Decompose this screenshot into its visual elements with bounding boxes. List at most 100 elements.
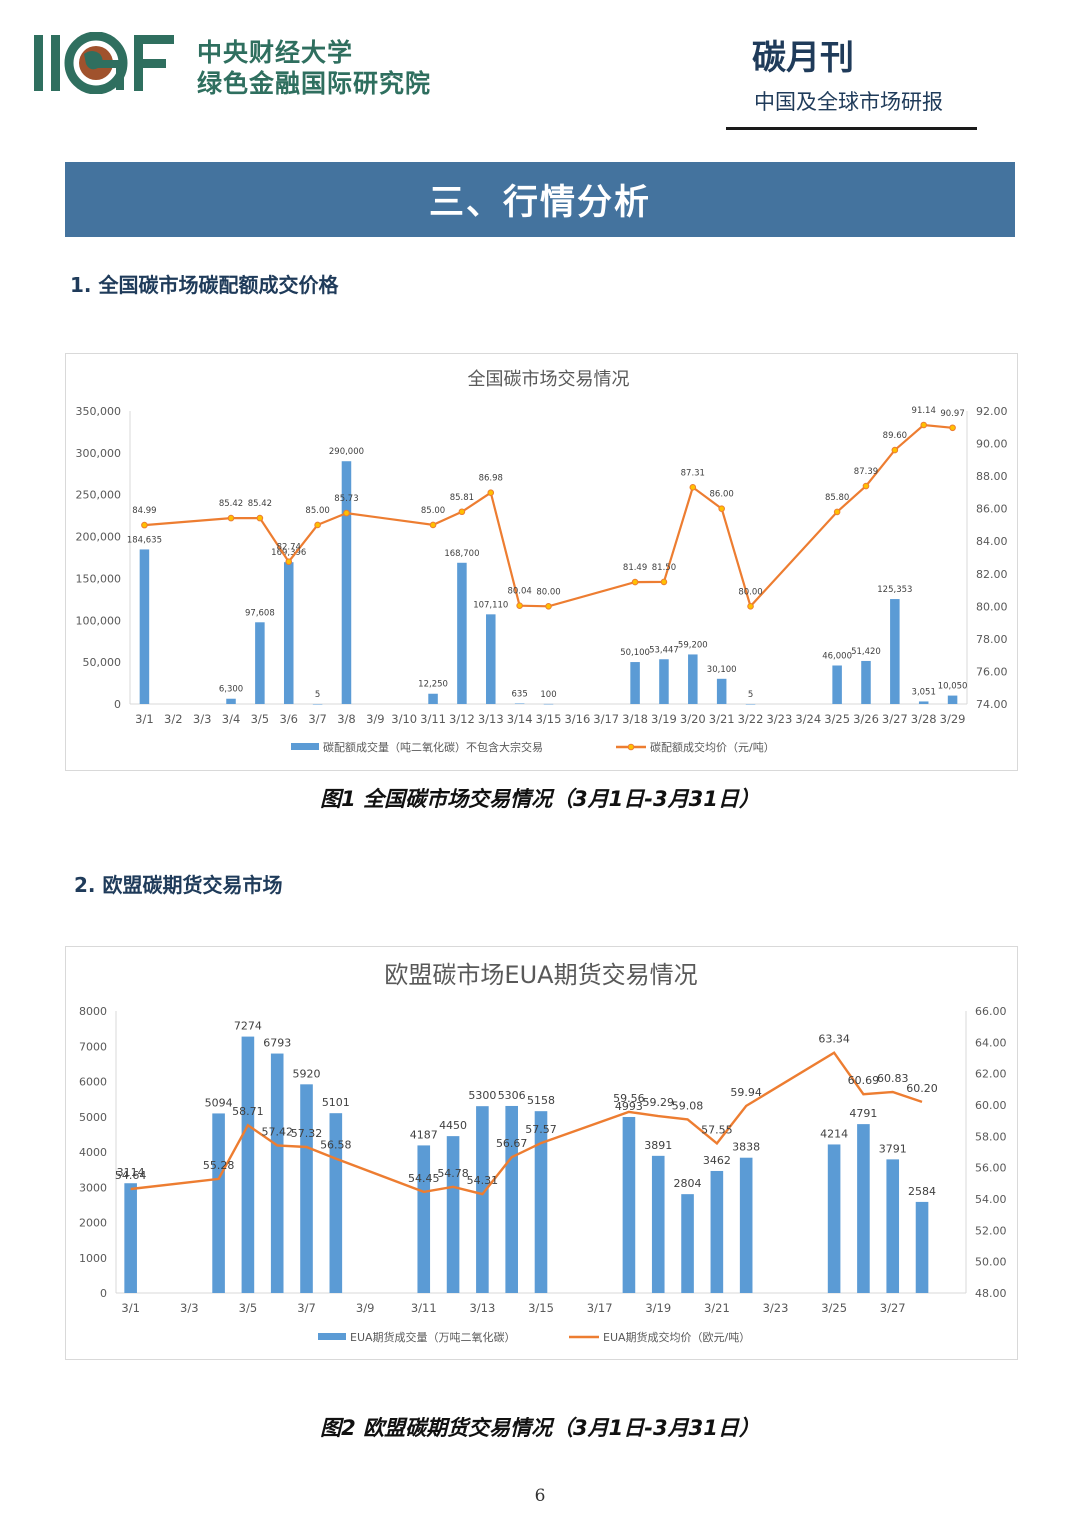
chart1-bar [514, 703, 525, 704]
chart1-price-point [747, 603, 754, 610]
chart1-legend-bar-label: 碳配额成交量（吨二氧化碳）不包含大宗交易 [323, 740, 543, 754]
chart2-x-tick-label: 3/17 [587, 1301, 613, 1315]
chart1-bar-label: 100 [540, 690, 556, 700]
chart2-bar [446, 1136, 460, 1293]
chart1-price-label: 85.42 [248, 499, 272, 509]
chart2-price-label: 54.45 [408, 1172, 440, 1185]
chart1-bar [716, 678, 727, 704]
chart1-bar-label: 169,396 [271, 548, 306, 558]
chart1-left-tick-label: 300,000 [76, 447, 122, 460]
chart2-left-tick-label: 7000 [79, 1040, 107, 1053]
chart1-bar-label: 10,050 [938, 682, 968, 692]
chart1-x-tick-label: 3/26 [853, 712, 879, 726]
chart1-price-point [891, 446, 899, 454]
chart1-price-point [285, 558, 293, 566]
chart2-price-label: 60.20 [906, 1082, 938, 1095]
chart1-bar [745, 703, 756, 705]
chart1-price-label: 85.81 [450, 493, 474, 503]
chart1-price-point [487, 489, 495, 497]
chart1-x-tick-label: 3/25 [824, 712, 850, 726]
chart1-price-point [429, 521, 437, 529]
chart1-price-label: 85.00 [305, 506, 329, 516]
chart2-left-tick-label: 8000 [79, 1005, 107, 1018]
chart2-price-label: 60.83 [877, 1072, 909, 1085]
chart1-bar [457, 562, 467, 704]
chart1-price-point [314, 521, 321, 529]
chart1-price-label: 80.04 [507, 587, 531, 597]
chart2-title: 欧盟碳市场EUA期货交易情况 [384, 961, 697, 989]
chart2-bar-label: 4993 [615, 1100, 643, 1113]
chart1-left-tick-label: 350,000 [76, 405, 122, 418]
chart2-bar-label: 4450 [439, 1119, 467, 1132]
chart2-price-label: 57.32 [291, 1127, 323, 1140]
chart1-bar-label: 6,300 [219, 685, 243, 695]
chart2-svg: 欧盟碳市场EUA期货交易情况 0 1000 2000 3000 4000 5000 6000 7… [79, 961, 1007, 1344]
chart2-right-tick-label: 66.00 [975, 1005, 1007, 1018]
chart1-x-tick-label: 3/21 [709, 712, 735, 726]
chart1-bar [312, 703, 323, 705]
chart1-price-label: 80.00 [738, 587, 762, 597]
chart1-price-label: 82.74 [277, 543, 301, 553]
chart1-left-tick-label: 150,000 [76, 572, 122, 585]
chart2-bar-label: 5158 [527, 1094, 555, 1107]
chart1-price-point [458, 508, 466, 516]
chart2-price-label: 59.29 [642, 1096, 674, 1109]
chart2-bar [300, 1084, 313, 1293]
chart1-right-tick-label: 74.00 [976, 698, 1008, 711]
chart2-bar-label: 5920 [293, 1067, 321, 1080]
chart1-left-tick-label: 250,000 [76, 489, 122, 502]
magazine-title: 碳月刊 [752, 38, 854, 78]
chart2-legend-bar-swatch [318, 1333, 346, 1340]
figure2-caption: 图2 欧盟碳期货交易情况（3月1日-3月31日） [320, 1416, 760, 1440]
chart2-right-tick-label: 54.00 [975, 1193, 1007, 1206]
chart1-legend-line-marker [627, 743, 635, 751]
chart1-bar-label: 59,200 [678, 640, 708, 650]
chart2-left-tick-label: 2000 [79, 1217, 107, 1230]
chart2-price-label: 57.57 [525, 1123, 557, 1136]
chart1-frame: 全国碳市场交易情况 0 50,000 100,000 150,000 200,000 250… [65, 353, 1018, 771]
chart2-bar [915, 1201, 929, 1293]
chart1-price-label: 80.00 [536, 587, 560, 597]
chart1-price-point [256, 514, 264, 522]
chart1-x-tick-label: 3/8 [337, 712, 356, 726]
chart2-bar [857, 1124, 870, 1293]
chart2-bar-label: 3891 [644, 1139, 672, 1152]
chart1-x-tick-label: 3/27 [882, 712, 908, 726]
chart1-right-tick-label: 84.00 [976, 535, 1008, 548]
chart1-title: 全国碳市场交易情况 [468, 369, 630, 390]
chart2-price-label: 60.69 [848, 1074, 880, 1087]
section1-heading: 1. 全国碳市场碳配额成交价格 [70, 273, 339, 297]
chart1-left-tick-label: 50,000 [83, 656, 122, 669]
chart1-bar-label: 30,100 [707, 665, 737, 675]
chart2-bar [622, 1116, 636, 1293]
chart2-bar-label: 4791 [849, 1107, 877, 1120]
chart2-right-tick-label: 56.00 [975, 1162, 1007, 1175]
chart2-bar-label: 2584 [908, 1185, 936, 1198]
chart1-bar [341, 461, 352, 704]
chart1-x-tick-label: 3/17 [593, 712, 619, 726]
chart2-bar-label: 5306 [498, 1089, 526, 1102]
chart1-bar-label: 168,700 [444, 549, 479, 559]
chart2-legend-bar-label: EUA期货成交量（万吨二氧化碳） [350, 1330, 516, 1344]
chart1-bar [861, 660, 871, 704]
chart1-bar-label: 5 [748, 690, 753, 700]
chart1-x-tick-label: 3/10 [391, 712, 417, 726]
chart2-price-label: 57.55 [701, 1123, 733, 1136]
chart1-bar-label: 97,608 [245, 608, 275, 618]
chart1-x-tick-label: 3/12 [449, 712, 475, 726]
chart2-price-label: 58.71 [232, 1105, 264, 1118]
chart2-bar [651, 1155, 665, 1293]
chart1-left-tick-label: 200,000 [76, 531, 122, 544]
chart1-bar-label: 51,420 [851, 647, 881, 657]
chart1-bar [543, 703, 554, 705]
chart1-x-tick-label: 3/11 [420, 712, 446, 726]
chart2-x-tick-label: 3/11 [411, 1301, 437, 1315]
chart1-x-tick-label: 3/24 [795, 712, 821, 726]
chart1-x-tick-label: 3/29 [940, 712, 966, 726]
chart1-bar [428, 693, 438, 704]
chart2-bar [827, 1144, 841, 1293]
chart1-left-tick-label: 100,000 [76, 614, 122, 627]
chart1-price-label: 91.14 [912, 406, 936, 416]
chart1-bar [947, 695, 958, 704]
chart2-price-label: 59.08 [672, 1099, 704, 1112]
